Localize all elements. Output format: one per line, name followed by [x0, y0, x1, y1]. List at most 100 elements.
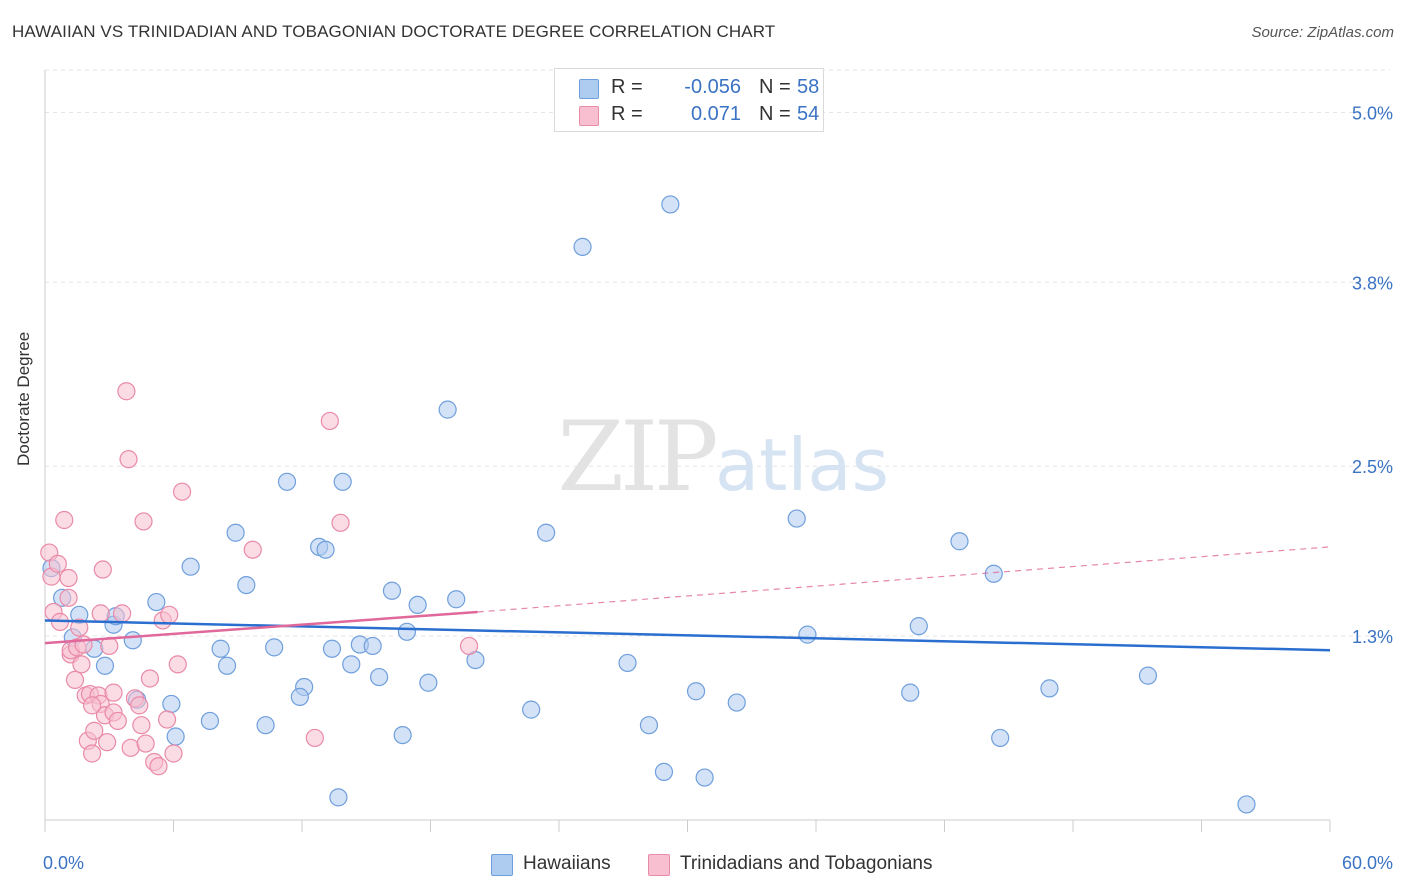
- series-swatch-hawaiians: [491, 854, 513, 876]
- hawaiians-point: [909, 617, 928, 636]
- trinidadians-point: [59, 568, 78, 588]
- data-points: [40, 195, 1256, 814]
- axes: [44, 70, 1331, 832]
- y-axis-label: Doctorate Degree: [14, 331, 33, 466]
- hawaiians-point: [686, 682, 706, 701]
- y-tick-label: 3.8%: [1352, 273, 1393, 293]
- hawaiians-point: [573, 237, 592, 256]
- series-swatch-trinidadians: [648, 854, 670, 876]
- hawaiians-point: [217, 656, 237, 675]
- hawaiians-point: [901, 683, 920, 702]
- legend-r-value: 0.071: [690, 103, 741, 125]
- correlation-legend: R = -0.056 N = 58 R = 0.071 N = 54: [554, 68, 824, 132]
- trinidadians-point: [117, 382, 136, 401]
- hawaiians-point: [695, 768, 714, 787]
- trinidadians-point: [91, 604, 110, 623]
- hawaiians-point: [322, 639, 342, 658]
- legend-n-value: 54: [797, 103, 820, 125]
- trinidadians-point: [331, 513, 350, 532]
- hawaiians-point: [447, 590, 466, 609]
- hawaiians-point: [162, 694, 181, 714]
- hawaiians-point: [1237, 795, 1256, 814]
- trinidadians-point: [98, 733, 117, 752]
- trinidadians-point: [108, 711, 127, 731]
- hawaiians-point: [181, 557, 200, 576]
- hawaiians-point: [333, 472, 352, 491]
- trinidadians-point: [305, 728, 324, 748]
- trinidadians-point: [70, 618, 89, 637]
- trend-lines: [44, 546, 1331, 652]
- trinidadians-point: [160, 605, 179, 624]
- y-tick-label: 2.5%: [1352, 457, 1393, 477]
- legend-swatch-trinidadians: [579, 106, 599, 126]
- hawaiians-point: [408, 595, 427, 615]
- hawaiians-point: [787, 509, 806, 528]
- watermark-zip: ZIP: [557, 401, 716, 513]
- hawaiians-point: [256, 716, 275, 735]
- trinidadians-point: [134, 512, 153, 531]
- trinidadians-point: [48, 554, 67, 573]
- hawaiians-point: [95, 656, 115, 675]
- hawaiians-point: [654, 762, 674, 781]
- trinidadians-point: [72, 655, 91, 674]
- trinidadians-trend-line: [44, 610, 478, 645]
- trinidadians-point: [119, 450, 138, 469]
- y-tick-label: 1.3%: [1352, 627, 1393, 647]
- trinidadians-point: [320, 411, 339, 431]
- trinidadians-point: [93, 560, 112, 579]
- hawaiians-point: [397, 622, 417, 641]
- hawaiians-point: [1138, 666, 1158, 685]
- hawaiians-point: [950, 532, 969, 551]
- legend-r-label: R =: [611, 103, 643, 125]
- hawaiians-point: [639, 716, 659, 735]
- hawaiians-point: [522, 700, 541, 719]
- trinidadians-point: [83, 696, 102, 715]
- hawaiians-point: [123, 631, 142, 650]
- hawaiians-point: [438, 400, 457, 419]
- hawaiians-point: [226, 523, 245, 542]
- hawaiians-point: [290, 687, 309, 706]
- hawaiians-point: [419, 673, 438, 692]
- hawaiians-point: [991, 728, 1010, 748]
- chart-title: HAWAIIAN VS TRINIDADIAN AND TOBAGONIAN D…: [12, 22, 776, 41]
- trinidadians-point: [121, 738, 140, 757]
- trinidadians-point: [172, 482, 192, 501]
- trinidadians-point: [164, 744, 183, 763]
- trinidadians-trend-extension: [477, 546, 1331, 613]
- trinidadians-point: [132, 716, 151, 735]
- hawaiians-point: [329, 788, 348, 807]
- trinidadians-point: [59, 588, 78, 607]
- trinidadians-point: [157, 710, 177, 729]
- hawaiians-point: [393, 725, 412, 745]
- hawaiians-point: [265, 638, 284, 657]
- hawaiians-point: [537, 523, 556, 542]
- hawaiians-point: [277, 472, 297, 491]
- trinidadians-point: [243, 540, 262, 559]
- trinidadians-point: [149, 757, 168, 776]
- trinidadians-point: [112, 604, 132, 623]
- trinidadians-point: [55, 510, 74, 530]
- trinidadians-point: [74, 635, 93, 654]
- legend-n-value: 58: [797, 76, 820, 98]
- trinidadians-point: [168, 655, 187, 674]
- hawaiians-point: [727, 693, 746, 712]
- hawaiians-point: [342, 655, 361, 674]
- source-label: Source: ZipAtlas.com: [1251, 24, 1394, 41]
- hawaiians-point: [798, 625, 817, 644]
- hawaiians-point: [370, 667, 389, 687]
- x-tick-label: 60.0%: [1342, 853, 1393, 873]
- legend-n-label: N =: [759, 76, 791, 98]
- trinidadians-point: [140, 669, 160, 688]
- legend-swatch-hawaiians: [579, 79, 599, 99]
- legend-r-value: -0.056: [684, 76, 741, 98]
- hawaiians-point: [363, 636, 382, 656]
- legend-r-label: R =: [611, 76, 643, 98]
- trinidadians-point: [136, 734, 155, 753]
- trinidadians-point: [83, 744, 102, 763]
- hawaiians-point: [200, 711, 220, 731]
- hawaiians-point: [211, 639, 230, 658]
- hawaiians-point: [166, 727, 185, 746]
- hawaiians-point: [618, 653, 637, 673]
- trinidadians-point: [65, 670, 85, 690]
